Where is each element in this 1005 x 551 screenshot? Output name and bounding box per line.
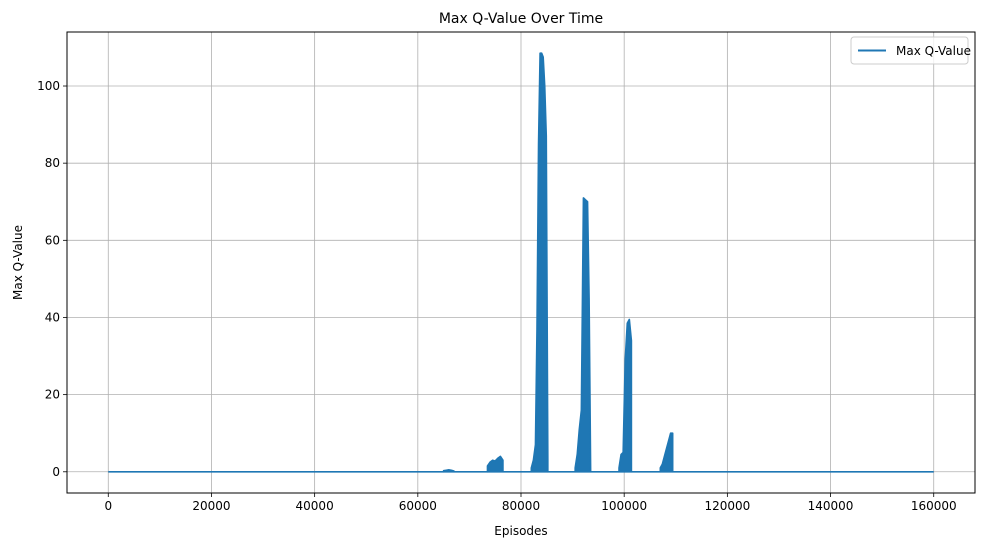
x-tick-label: 80000: [502, 499, 540, 513]
legend: Max Q-Value: [850, 36, 971, 65]
y-tick-label: 80: [45, 156, 60, 170]
series-burst: [574, 197, 592, 473]
y-tick-label: 100: [37, 79, 60, 93]
x-tick-label: 20000: [192, 499, 230, 513]
x-axis-ticks: 0 20000 40000 60000 80000 100000 120000 140000 1…: [104, 493, 957, 513]
plot-area: [108, 52, 934, 473]
y-axis-ticks: 0 20 40 60 80 100: [37, 79, 67, 479]
series-burst: [442, 469, 455, 473]
chart-title: Max Q-Value Over Time: [439, 11, 603, 27]
x-tick-label: 160000: [911, 499, 957, 513]
y-axis-label: Max Q-Value: [11, 225, 25, 300]
y-tick-label: 60: [45, 233, 60, 247]
x-tick-label: 0: [104, 499, 112, 513]
y-tick-label: 0: [52, 465, 60, 479]
x-tick-label: 40000: [296, 499, 334, 513]
x-tick-label: 60000: [399, 499, 437, 513]
y-tick-label: 40: [45, 310, 60, 324]
x-tick-label: 100000: [601, 499, 647, 513]
series-burst: [486, 455, 504, 473]
y-tick-label: 20: [45, 388, 60, 402]
series-burst: [659, 432, 674, 473]
series-burst: [618, 318, 633, 473]
series-burst: [530, 52, 549, 473]
x-tick-label: 140000: [808, 499, 854, 513]
x-axis-label: Episodes: [494, 524, 547, 538]
legend-label: Max Q-Value: [896, 44, 971, 58]
legend-box: [850, 36, 969, 65]
x-tick-label: 120000: [704, 499, 750, 513]
